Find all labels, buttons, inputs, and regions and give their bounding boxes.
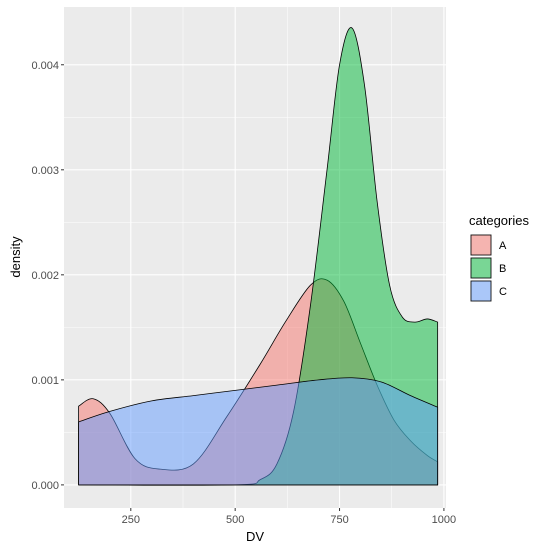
- legend-label-b: B: [499, 263, 506, 275]
- legend-swatch-b: [470, 257, 492, 279]
- x-tick-label: 750: [330, 514, 348, 526]
- legend-title: categories: [469, 213, 529, 228]
- legend-swatch-c: [470, 280, 492, 302]
- density-areas: [78, 27, 439, 486]
- y-axis-title: density: [8, 236, 23, 278]
- y-tick-label: 0.003: [31, 165, 59, 177]
- y-axis: 0.000 0.001 0.002 0.003 0.004: [31, 60, 64, 492]
- x-tick-label: 250: [122, 514, 140, 526]
- y-tick-label: 0.004: [31, 60, 59, 72]
- legend-label-c: C: [499, 286, 507, 298]
- legend: categories ABC: [469, 213, 529, 302]
- legend-swatch-a: [470, 234, 492, 256]
- x-tick-label: 500: [226, 514, 244, 526]
- y-tick-label: 0.002: [31, 270, 59, 282]
- x-axis: 250 500 750 1000: [122, 508, 456, 526]
- y-tick-label: 0.000: [31, 480, 59, 492]
- x-axis-title: DV: [246, 529, 264, 544]
- y-tick-label: 0.001: [31, 375, 59, 387]
- x-tick-label: 1000: [432, 514, 456, 526]
- density-area-c: [78, 377, 439, 486]
- legend-label-a: A: [499, 240, 507, 252]
